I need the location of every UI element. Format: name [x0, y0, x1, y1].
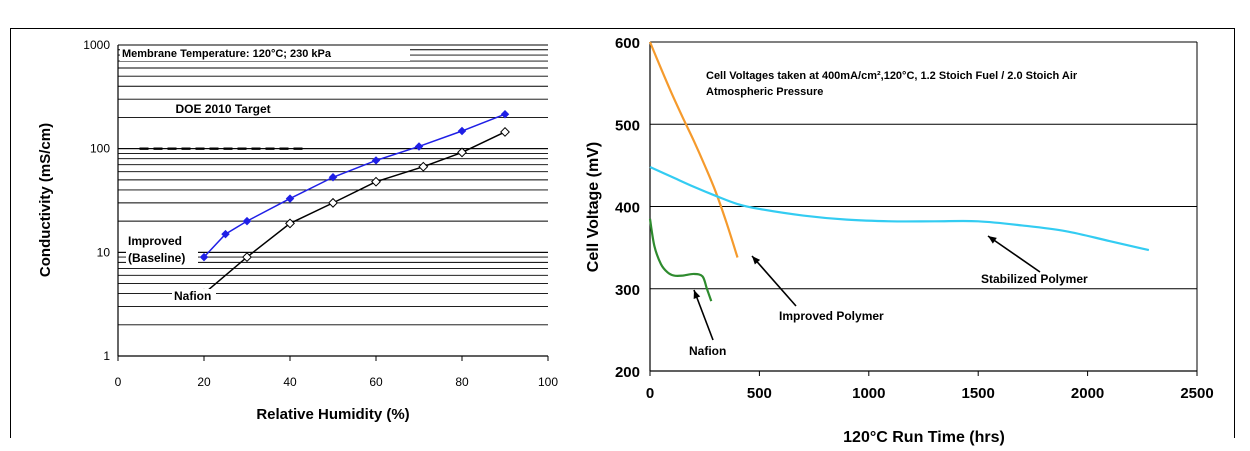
improved-arrow [751, 255, 797, 307]
left-y-tick-label: 1 [103, 349, 110, 363]
doe-target-label: DOE 2010 Target [176, 102, 271, 116]
left-x-axis-title: Relative Humidity (%) [256, 406, 409, 423]
left-series-point-0 [500, 109, 510, 119]
nafion-arrow [693, 289, 714, 341]
left-series-line-1 [203, 131, 506, 295]
left-series-point-1 [371, 176, 381, 187]
right-x-tick-label: 1000 [852, 385, 885, 402]
left-series-point-0 [242, 216, 252, 226]
left-condition-box [120, 46, 410, 61]
left-y-tick-label: 100 [90, 142, 110, 156]
nafion-right-series-label: Nafion [689, 344, 726, 358]
right-x-axis-title: 120°C Run Time (hrs) [843, 429, 1005, 446]
stabilized-arrow [987, 235, 1041, 273]
improved-series-label-line2: (Baseline) [128, 251, 185, 265]
improved-polymer-label: Improved Polymer [779, 309, 884, 323]
left-series-point-1 [418, 161, 429, 172]
improved-arrow-head [752, 256, 761, 265]
left-x-tick-label: 60 [369, 375, 383, 389]
left-y-axis-title: Conductivity (mS/cm) [37, 123, 54, 277]
left-series-point-1 [242, 252, 252, 263]
right-x-tick-label: 2500 [1180, 385, 1213, 402]
right-y-tick-label: 200 [615, 364, 640, 381]
right-x-tick-label: 2000 [1071, 385, 1104, 402]
right-conditions-note-line1: Cell Voltages taken at 400mA/cm²,120°C, … [706, 70, 1078, 82]
left-y-tick-label: 10 [97, 245, 111, 259]
improved-label-bg [126, 232, 198, 264]
left-x-tick-label: 40 [283, 375, 297, 389]
right-x-tick-label: 0 [646, 385, 654, 402]
stabilized-arrow-head [988, 236, 997, 244]
left-series-point-0 [328, 173, 338, 182]
right-y-tick-label: 400 [615, 200, 640, 217]
right-series-line-2 [648, 218, 713, 302]
left-series-point-0 [371, 156, 381, 165]
left-series-line-0 [203, 113, 506, 258]
nafion-left-label-bg [172, 289, 216, 303]
right-y-tick-label: 600 [615, 35, 640, 52]
left-y-tick-label: 1000 [83, 38, 110, 52]
right-conditions-note-line2: Atmospheric Pressure [706, 86, 823, 98]
right-series-line-1 [649, 166, 1150, 252]
nafion-arrow-head [693, 290, 701, 299]
right-series-line-0 [648, 41, 739, 258]
left-x-tick-label: 100 [538, 375, 558, 389]
left-condition-label: Membrane Temperature: 120°C; 230 kPa [122, 48, 332, 60]
left-series-point-0 [221, 229, 230, 239]
nafion-left-series-label: Nafion [174, 289, 211, 303]
right-y-tick-label: 300 [615, 282, 640, 299]
left-series-point-1 [328, 197, 338, 208]
left-x-tick-label: 0 [115, 375, 122, 389]
improved-series-label-line1: Improved [128, 234, 182, 248]
left-series-point-0 [414, 142, 424, 151]
left-series-point-0 [457, 126, 467, 136]
stabilized-polymer-label: Stabilized Polymer [981, 272, 1088, 286]
left-series-point-1 [457, 147, 467, 158]
left-series-point-1 [500, 126, 510, 137]
right-y-axis-title: Cell Voltage (mV) [585, 142, 602, 272]
left-series-point-1 [285, 218, 295, 229]
right-x-tick-label: 1500 [962, 385, 995, 402]
left-x-tick-label: 80 [455, 375, 469, 389]
right-x-tick-label: 500 [747, 385, 772, 402]
figure-border [10, 28, 1235, 438]
doe-target-label-bg [169, 101, 305, 117]
right-y-tick-label: 500 [615, 117, 640, 134]
left-x-tick-label: 20 [197, 375, 211, 389]
left-series-point-0 [285, 194, 295, 203]
